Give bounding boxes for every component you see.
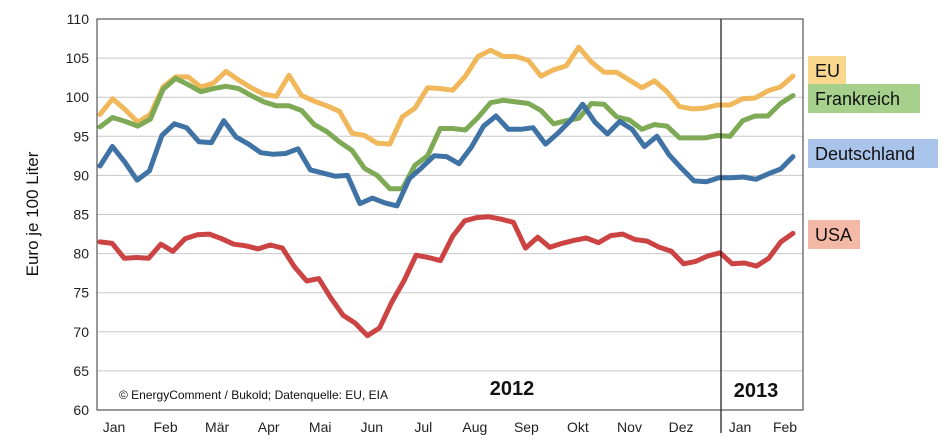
y-tick-label: 65 (73, 363, 89, 379)
legend-box (808, 84, 920, 113)
y-tick-label: 90 (73, 167, 89, 183)
y-axis-label: Euro je 100 Liter (23, 151, 42, 276)
x-tick-label: Sep (514, 419, 539, 435)
y-axis-ticks: 60 65 70 75 80 85 90 95 100 105 110 (66, 11, 90, 418)
series-line-deutschland (97, 101, 796, 209)
legend-item-frankreich: Frankreich (808, 84, 920, 113)
x-tick-label: Nov (617, 419, 642, 435)
y-tick-label: 80 (73, 246, 89, 262)
y-tick-label: 70 (73, 324, 89, 340)
legend: EU Frankreich Deutschland USA (808, 56, 938, 249)
x-tick-label: Apr (258, 419, 280, 435)
y-tick-label: 110 (67, 11, 90, 27)
series-line-frankreich (97, 75, 796, 192)
series-line-eu (97, 44, 796, 147)
x-tick-label: Feb (153, 419, 177, 435)
legend-box (808, 220, 860, 249)
x-tick-label: Dez (669, 419, 694, 435)
source-note: © EnergyComment / Bukold; Datenquelle: E… (119, 388, 388, 402)
legend-label: Deutschland (815, 144, 915, 164)
x-tick-label: Aug (462, 419, 487, 435)
legend-item-usa: USA (808, 220, 860, 249)
year-label-2013: 2013 (734, 380, 779, 402)
legend-label: Frankreich (815, 89, 900, 109)
x-tick-label: Jun (360, 419, 383, 435)
year-label-2012: 2012 (490, 378, 535, 400)
y-tick-label: 85 (73, 207, 89, 223)
x-tick-label: Feb (773, 419, 797, 435)
x-tick-label: Mär (205, 419, 229, 435)
series-lines (97, 44, 796, 339)
x-tick-label: Jul (414, 419, 432, 435)
legend-label: USA (815, 225, 852, 245)
legend-box (808, 56, 846, 85)
legend-box (808, 139, 938, 168)
y-tick-label: 105 (66, 50, 90, 66)
legend-label: EU (815, 61, 840, 81)
legend-item-eu: EU (808, 56, 846, 85)
y-tick-label: 75 (73, 285, 89, 301)
x-tick-label: Jan (729, 419, 752, 435)
y-tick-label: 60 (73, 402, 89, 418)
series-line-usa (97, 214, 796, 339)
x-tick-label: Okt (567, 419, 589, 435)
y-tick-label: 95 (73, 128, 89, 144)
legend-item-deutschland: Deutschland (808, 139, 938, 168)
grid (97, 18, 803, 411)
y-tick-label: 100 (66, 89, 90, 105)
x-tick-label: Jan (103, 419, 126, 435)
x-axis-ticks: Jan Feb Mär Apr Mai Jun Jul Aug Sep Okt Nov Dez Jan F… (103, 419, 798, 435)
x-tick-label: Mai (309, 419, 332, 435)
plot-frame (96, 18, 804, 411)
